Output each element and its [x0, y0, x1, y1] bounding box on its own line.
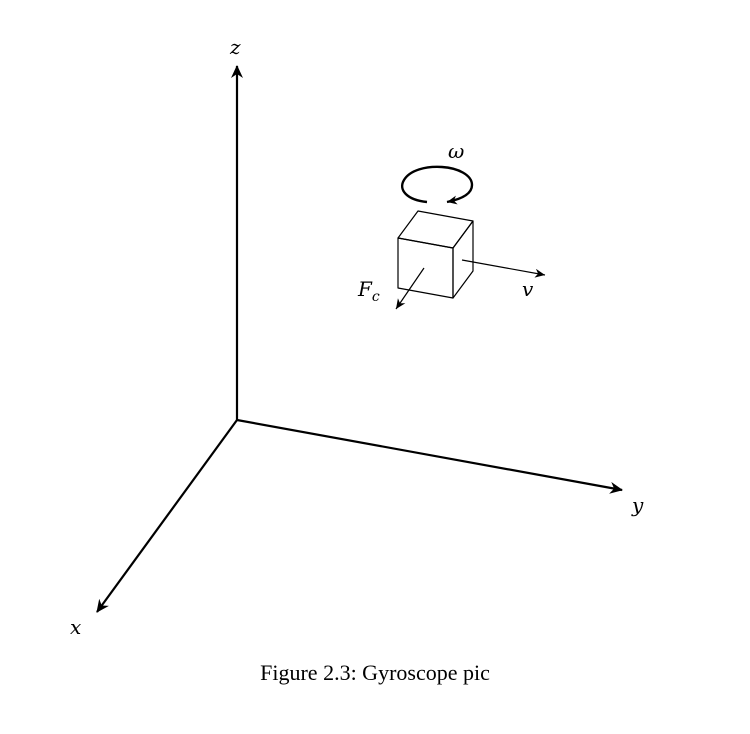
velocity-arrow: [461, 259, 546, 278]
cube: [397, 210, 474, 299]
y-axis-label: y: [631, 493, 644, 517]
y-axis: [236, 418, 623, 494]
force-label: Fc: [357, 277, 380, 305]
x-axis: [96, 419, 238, 613]
force-label-subscript: c: [372, 289, 380, 305]
force-arrow: [395, 267, 425, 310]
figure-caption: Figure 2.3: Gyroscope pic: [260, 660, 490, 685]
rotation-arrow: [401, 165, 474, 205]
z-axis-label: z: [229, 35, 241, 59]
force-label-main: F: [357, 277, 373, 301]
omega-label: ω: [448, 139, 464, 163]
velocity-label: v: [522, 277, 534, 301]
x-axis-label: x: [70, 615, 81, 639]
